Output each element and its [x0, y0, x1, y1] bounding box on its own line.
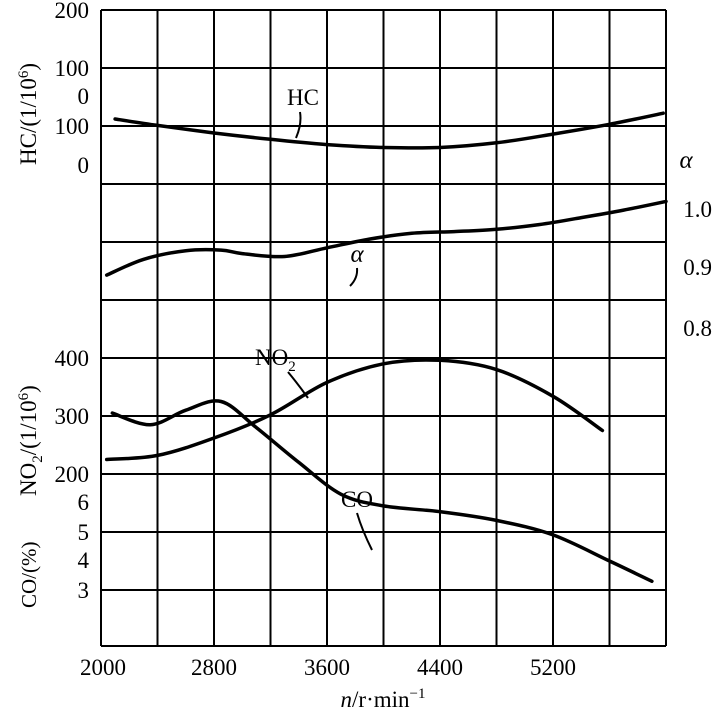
co-tick-3: 3 [78, 578, 90, 603]
tick-labels: 2000 2800 3600 4400 5200200100010001.00.90.8… [55, 0, 713, 680]
hc-tick-upper-1: 100 [55, 56, 90, 81]
alpha-tick-1: 0.9 [683, 255, 712, 280]
co-tick-1: 5 [78, 520, 90, 545]
hc-axis-label: HC/(1/106) [16, 63, 41, 165]
co-tick-2: 4 [78, 548, 90, 573]
no2-leader [287, 371, 309, 399]
hc-tick-lower-1: 0 [78, 153, 90, 178]
no2-tick-2: 200 [55, 462, 90, 487]
hc-tick-lower-0: 100 [55, 114, 90, 139]
hc-tick-upper-2: 0 [78, 84, 90, 109]
co-curve [110, 399, 654, 584]
no2-tick-1: 300 [55, 404, 90, 429]
x-axis-label: n/r·min−1 [341, 686, 426, 712]
no2-curve [104, 358, 605, 462]
hc-tick-upper-0: 200 [55, 0, 90, 23]
x-tick-5200: 5200 [530, 655, 576, 680]
plot-grid [100, 9, 667, 647]
co-series-label: CO [341, 487, 373, 512]
no2-series-label: NO2 [255, 345, 296, 375]
alpha-tick-0: 1.0 [683, 197, 712, 222]
alpha-curve [104, 199, 668, 277]
alpha-axis-label: α [679, 147, 693, 174]
co-tick-0: 6 [78, 490, 90, 515]
alpha-tick-2: 0.8 [683, 316, 712, 341]
no2-tick-0: 400 [55, 346, 90, 371]
label-leaders [287, 111, 373, 551]
x-tick-3600: 3600 [304, 655, 350, 680]
x-tick-2800: 2800 [191, 655, 237, 680]
x-tick-2000: 2000 [80, 655, 126, 680]
curves [104, 111, 668, 584]
no2-axis-label: NO2/(1/106) [16, 385, 46, 496]
x-tick-4400: 4400 [417, 655, 463, 680]
alpha-series-label: α [350, 241, 364, 268]
hc-leader [295, 111, 302, 139]
co-leader [356, 512, 373, 551]
alpha-leader [349, 267, 359, 287]
hc-series-label: HC [287, 85, 319, 110]
hc-curve [113, 111, 665, 150]
co-axis-label: CO/(%) [17, 542, 41, 609]
